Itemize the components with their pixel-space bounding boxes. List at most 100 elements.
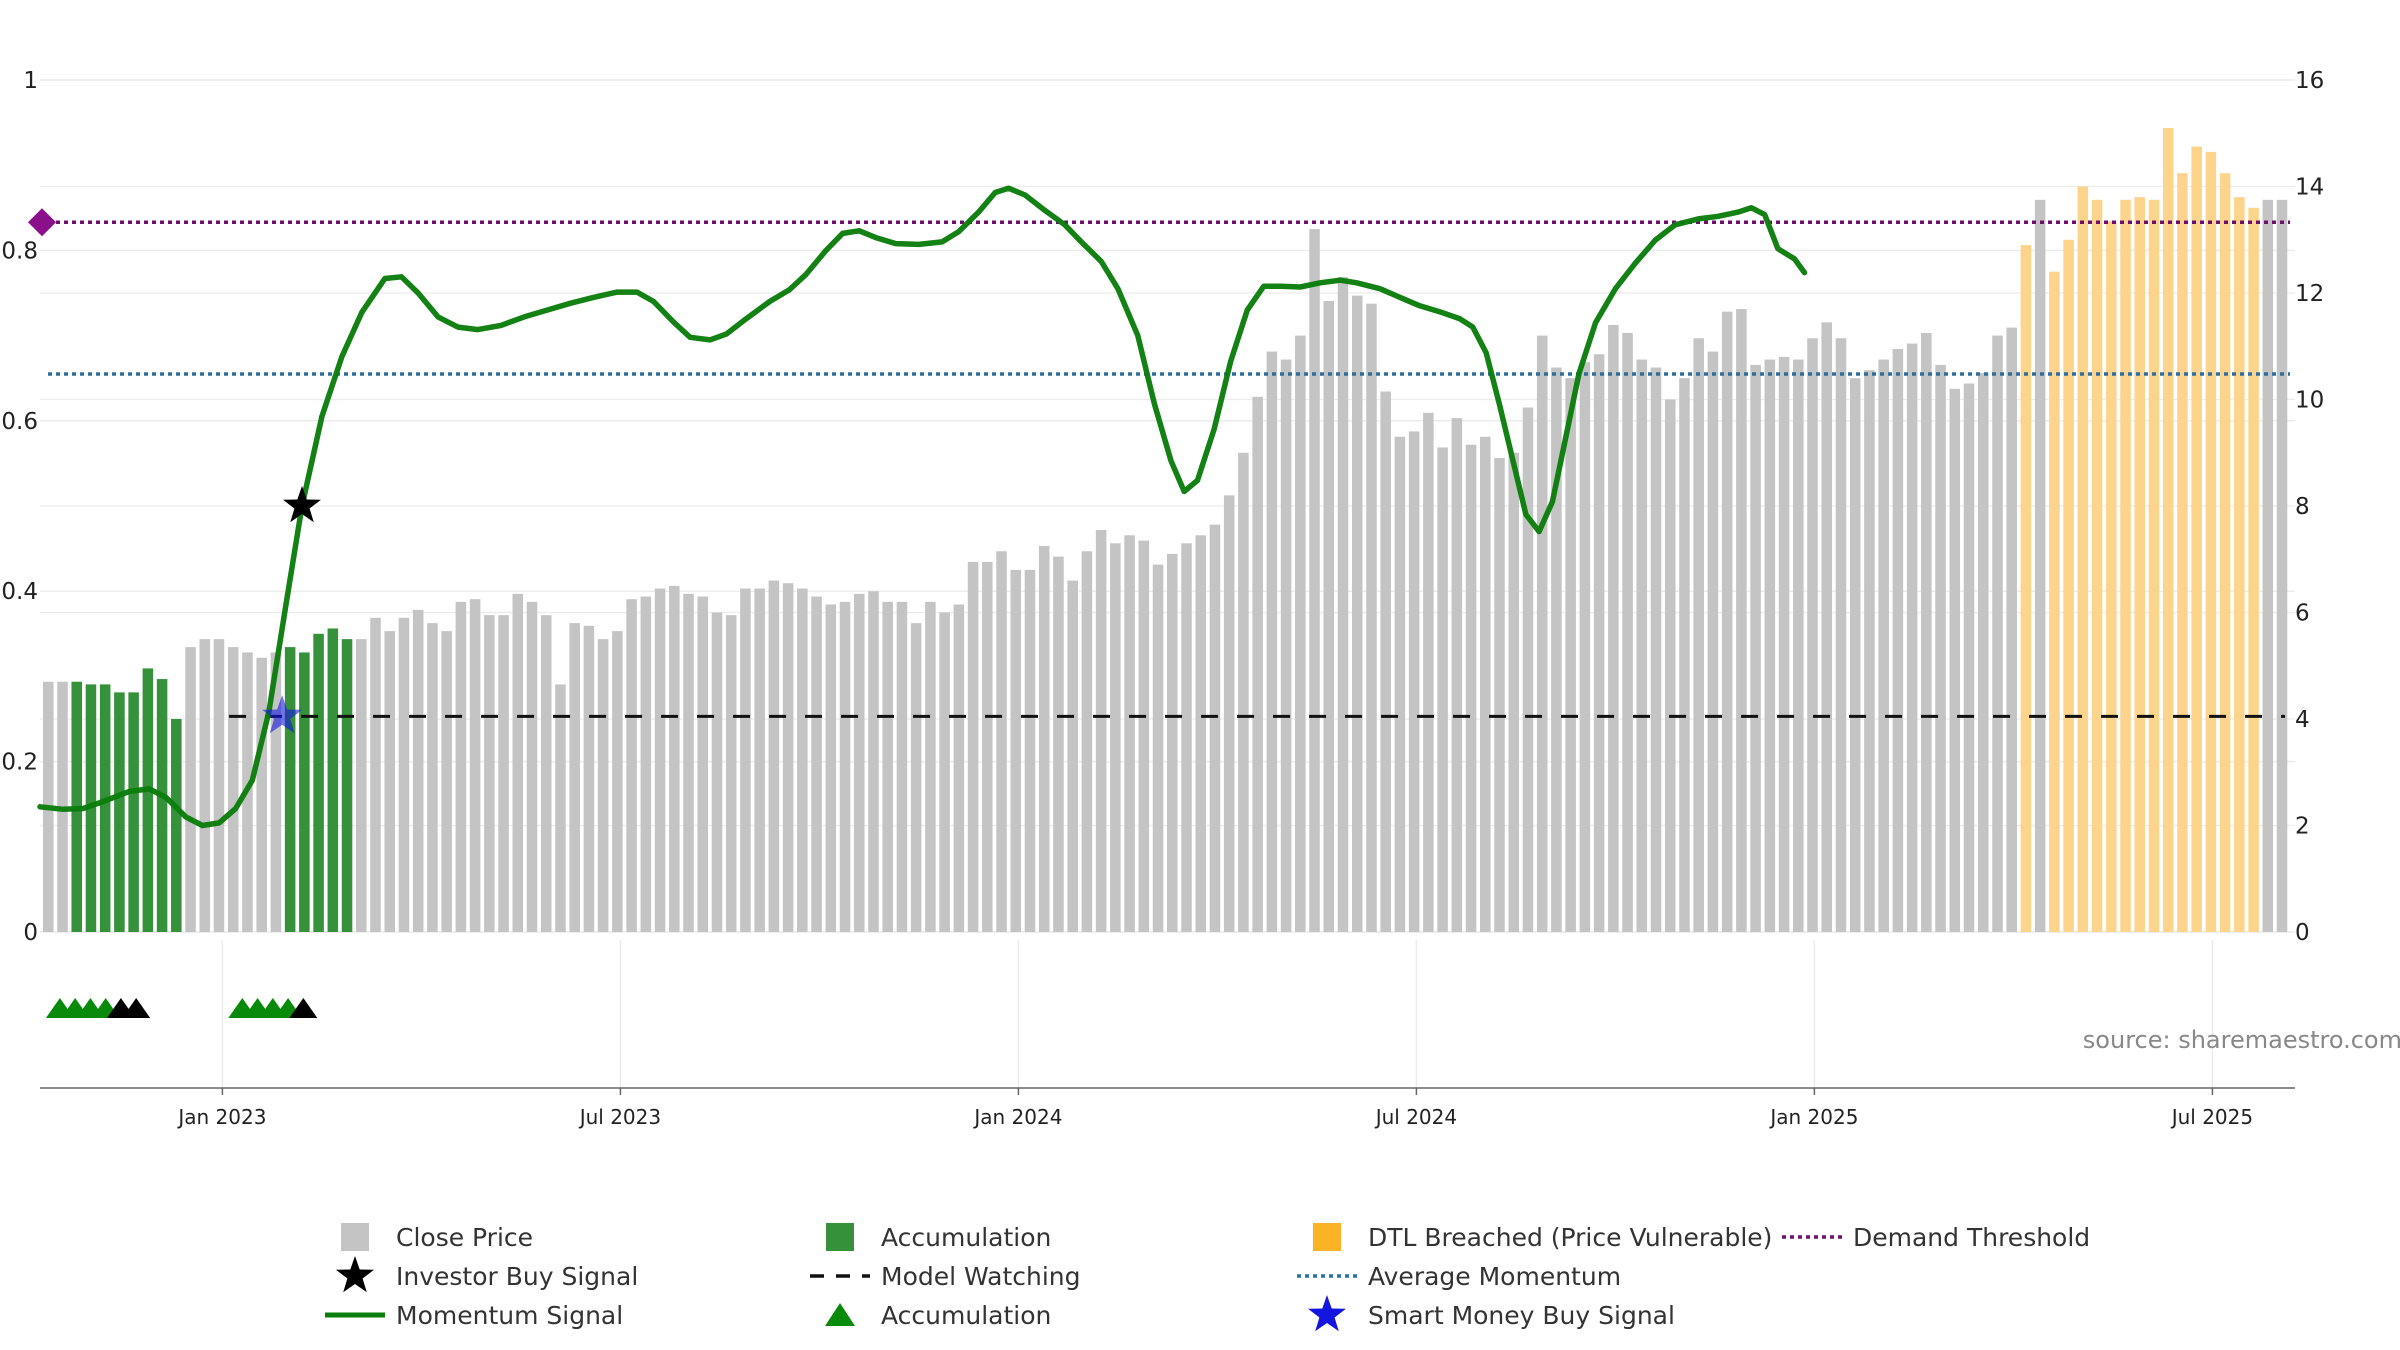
bar-close-117 [1707,351,1719,932]
bar-close-99 [1451,418,1463,932]
bar-close-65 [967,561,979,932]
right-tick-label-1: 2 [2295,814,2310,840]
bar-close-24 [384,631,395,932]
right-tick-label-0: 0 [2295,920,2310,946]
legend-label-3: Accumulation [881,1223,1051,1252]
bar-close-108 [1579,362,1591,933]
bar-close-70 [1038,545,1050,932]
bar-close-94 [1380,391,1391,932]
bar-close-76 [1124,535,1135,932]
x-tick-label-2: Jan 2024 [972,1105,1062,1129]
bar-close-96 [1408,431,1420,932]
bar-close-47 [711,612,723,932]
bar-close-138 [2006,327,2017,932]
bar-close-156 [2262,199,2274,932]
x-tick-label-0: Jan 2023 [176,1105,266,1129]
bar-close-43 [654,588,666,932]
demand-threshold-marker [28,208,56,237]
bar-close-124 [1807,338,1818,932]
bar-dtl-144 [2091,199,2103,932]
bar-close-16 [270,652,282,932]
bar-accumulation-7 [142,668,154,932]
bar-close-114 [1664,399,1676,932]
bar-close-135 [1963,383,1975,932]
bar-accumulation-19 [313,633,324,932]
x-tick-label-3: Jul 2024 [1374,1105,1457,1129]
bar-accumulation-18 [299,652,310,932]
left-tick-label-0: 0 [23,920,38,946]
bar-close-42 [640,596,652,932]
right-tick-label-5: 10 [2295,388,2324,414]
bar-close-98 [1437,447,1448,932]
bar-close-30 [469,599,481,932]
bar-close-75 [1110,543,1121,932]
momentum-signal-line [37,185,1808,829]
bar-close-45 [683,593,694,932]
bar-close-86 [1266,351,1278,932]
bar-close-40 [612,631,623,932]
legend: Close Price Investor Buy Signal Momentum S… [325,1223,2090,1332]
right-tick-label-4: 8 [2295,494,2310,520]
left-tick-label-3: 0.6 [1,409,38,435]
bar-close-77 [1138,540,1150,932]
bar-close-157 [2276,199,2288,932]
right-tick-label-8: 16 [2295,68,2324,94]
bar-close-57 [853,593,865,932]
bar-close-52 [782,583,794,932]
bar-accumulation-5 [114,692,125,933]
legend-item-5: Accumulation [825,1301,1051,1330]
bar-accumulation-17 [284,647,296,932]
bar-close-130 [1892,348,1904,932]
bar-close-35 [540,615,552,932]
bar-close-78 [1152,564,1164,932]
bar-close-102 [1494,458,1505,932]
bar-close-64 [953,604,965,932]
bar-accumulation-6 [128,692,139,933]
x-tick-label-1: Jul 2023 [578,1105,661,1129]
bar-close-83 [1223,495,1235,932]
bar-dtl-142 [2063,239,2074,932]
bar-close-49 [740,588,751,932]
legend-label-9: Demand Threshold [1853,1223,2090,1252]
bar-close-112 [1636,359,1648,932]
bar-dtl-149 [2162,127,2174,933]
bar-close-85 [1252,396,1263,933]
legend-label-1: Investor Buy Signal [396,1262,638,1291]
bar-close-128 [1864,370,1875,933]
bar-close-11 [199,639,211,933]
right-tick-label-7: 14 [2295,175,2324,201]
left-tick-label-1: 0.2 [1,750,38,776]
legend-item-6: DTL Breached (Price Vulnerable) [1313,1223,1772,1252]
bar-dtl-152 [2205,151,2217,932]
bar-dtl-151 [2191,146,2202,932]
bar-close-88 [1295,335,1306,933]
legend-marker-orange-square [1313,1223,1341,1251]
legend-item-8: Smart Money Buy Signal [1308,1295,1675,1332]
bar-close-113 [1650,367,1662,932]
bar-close-101 [1480,436,1491,932]
accumulation-triangle-10 [289,998,318,1018]
bar-close-107 [1565,378,1576,932]
bar-close-22 [356,639,367,933]
source-label: source: sharemaestro.com [2083,1026,2400,1054]
legend-item-1: Investor Buy Signal [336,1256,638,1293]
bar-close-118 [1721,311,1733,932]
bar-dtl-141 [2049,271,2060,932]
bar-close-13 [227,647,239,932]
right-tick-label-6: 12 [2295,281,2324,307]
bar-close-95 [1394,436,1406,932]
bar-dtl-147 [2134,197,2146,932]
bar-close-104 [1522,407,1534,932]
bar-close-25 [398,617,410,932]
bar-close-105 [1536,335,1548,933]
bar-close-56 [839,601,851,932]
bar-dtl-154 [2234,197,2245,932]
bar-close-41 [626,599,637,932]
bar-close-133 [1935,364,1946,932]
bar-close-69 [1024,569,1036,932]
bar-accumulation-20 [327,628,339,932]
legend-label-0: Close Price [396,1223,533,1252]
legend-marker-green-triangle [825,1303,855,1326]
bar-close-71 [1053,556,1064,932]
